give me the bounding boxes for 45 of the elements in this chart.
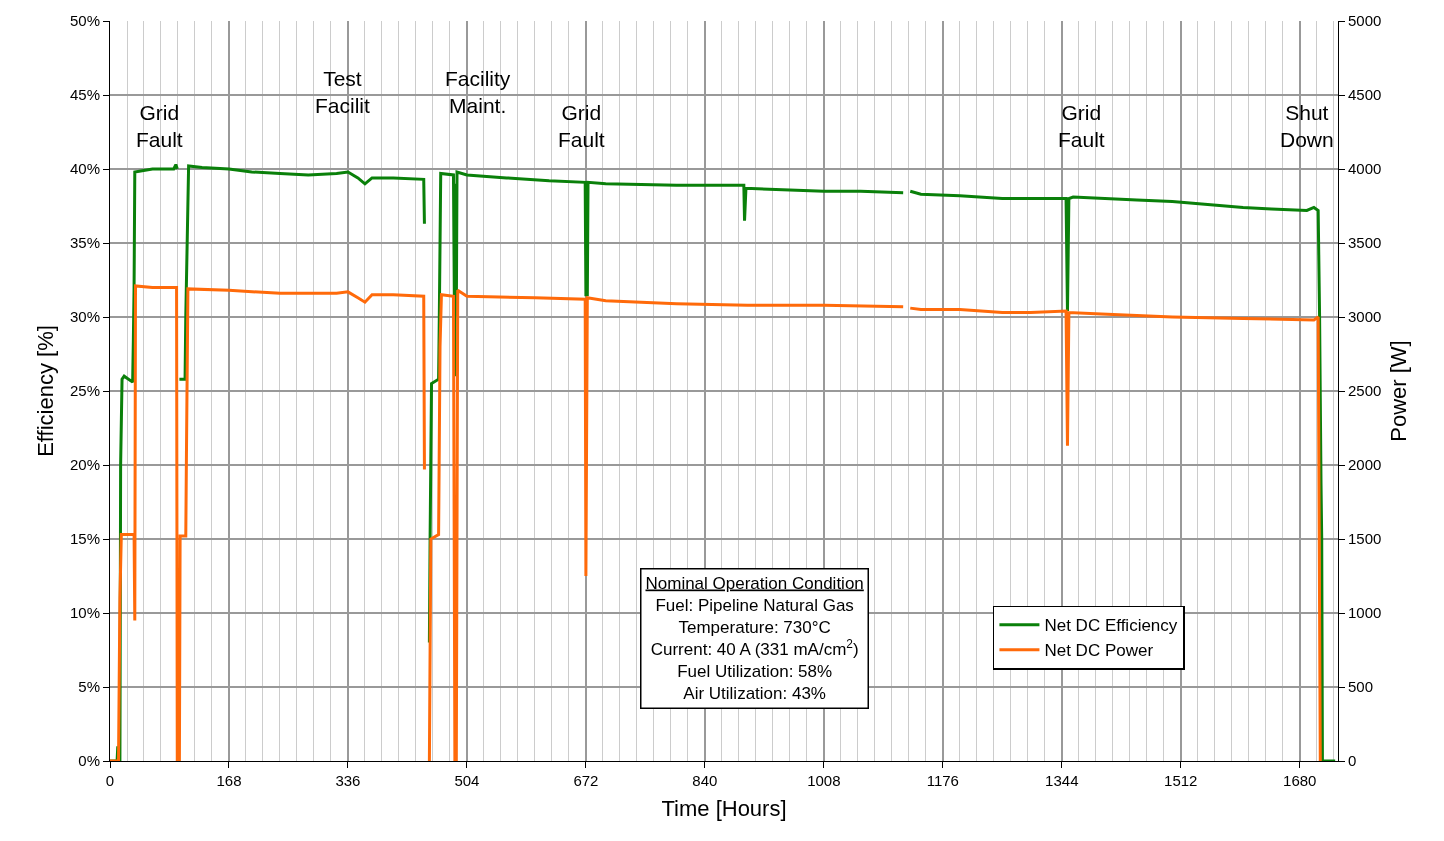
y-tick-label: 25% <box>69 382 100 400</box>
x-tick-label: 1344 <box>1045 772 1079 789</box>
annotation: Test Facilit <box>315 67 370 118</box>
x-tick-label: 336 <box>335 772 361 789</box>
y2-axis-title: Power [W] <box>1386 340 1412 442</box>
y2-tick-label: 4500 <box>1348 86 1382 104</box>
y2-tick-label: 5000 <box>1348 12 1382 30</box>
y-tick-label: 40% <box>69 160 100 178</box>
annotation: Shut Down <box>1280 101 1334 152</box>
x-tick-label: 0 <box>105 772 115 789</box>
x-tick-label: 840 <box>692 772 718 789</box>
y-tick-label: 15% <box>69 530 100 548</box>
legend-label: Net DC Efficiency <box>1044 616 1178 636</box>
y-tick-label: 5% <box>78 678 100 696</box>
y-tick-label: 0% <box>78 752 100 770</box>
x-axis-title: Time [Hours] <box>661 795 787 821</box>
y2-tick-label: 2000 <box>1348 456 1382 474</box>
legend-label: Net DC Power <box>1044 641 1154 661</box>
y2-tick-label: 1000 <box>1348 604 1382 622</box>
y2-tick-label: 0 <box>1348 752 1357 770</box>
y-axis-title: Efficiency [%] <box>32 325 58 457</box>
annotation: Grid Fault <box>558 101 605 152</box>
y-tick-label: 20% <box>69 456 100 474</box>
y2-tick-label: 4000 <box>1348 160 1382 178</box>
x-tick-label: 1176 <box>926 772 959 789</box>
x-tick-label: 504 <box>454 772 480 789</box>
y2-tick-label: 1500 <box>1348 530 1382 548</box>
x-tick-label: 1680 <box>1283 772 1317 789</box>
y2-tick-label: 500 <box>1348 678 1374 696</box>
x-tick-label: 1008 <box>807 772 841 789</box>
x-tick-label: 168 <box>216 772 242 789</box>
y-tick-label: 10% <box>69 604 100 622</box>
y2-tick-label: 3000 <box>1348 308 1382 326</box>
y2-tick-label: 2500 <box>1348 382 1382 400</box>
text: Nominal Operation Condition Fuel: Pipeline Natural Gas Temperature: 730°C Current: 40 A (331 mA/cm$^{2}$) Fuel Utilization: 58% Air Utilization: 43% <box>645 573 864 703</box>
annotation: Grid Fault <box>136 101 183 152</box>
x-tick-label: 1512 <box>1164 772 1198 789</box>
annotation: Grid Fault <box>1058 101 1105 152</box>
annotation: Facility Maint. <box>445 67 511 118</box>
y-tick-label: 50% <box>69 12 100 30</box>
x-tick-label: 672 <box>573 772 599 789</box>
y-tick-label: 35% <box>69 234 100 252</box>
y-tick-label: 30% <box>69 308 100 326</box>
y-tick-label: 45% <box>69 86 100 104</box>
y2-tick-label: 3500 <box>1348 234 1382 252</box>
